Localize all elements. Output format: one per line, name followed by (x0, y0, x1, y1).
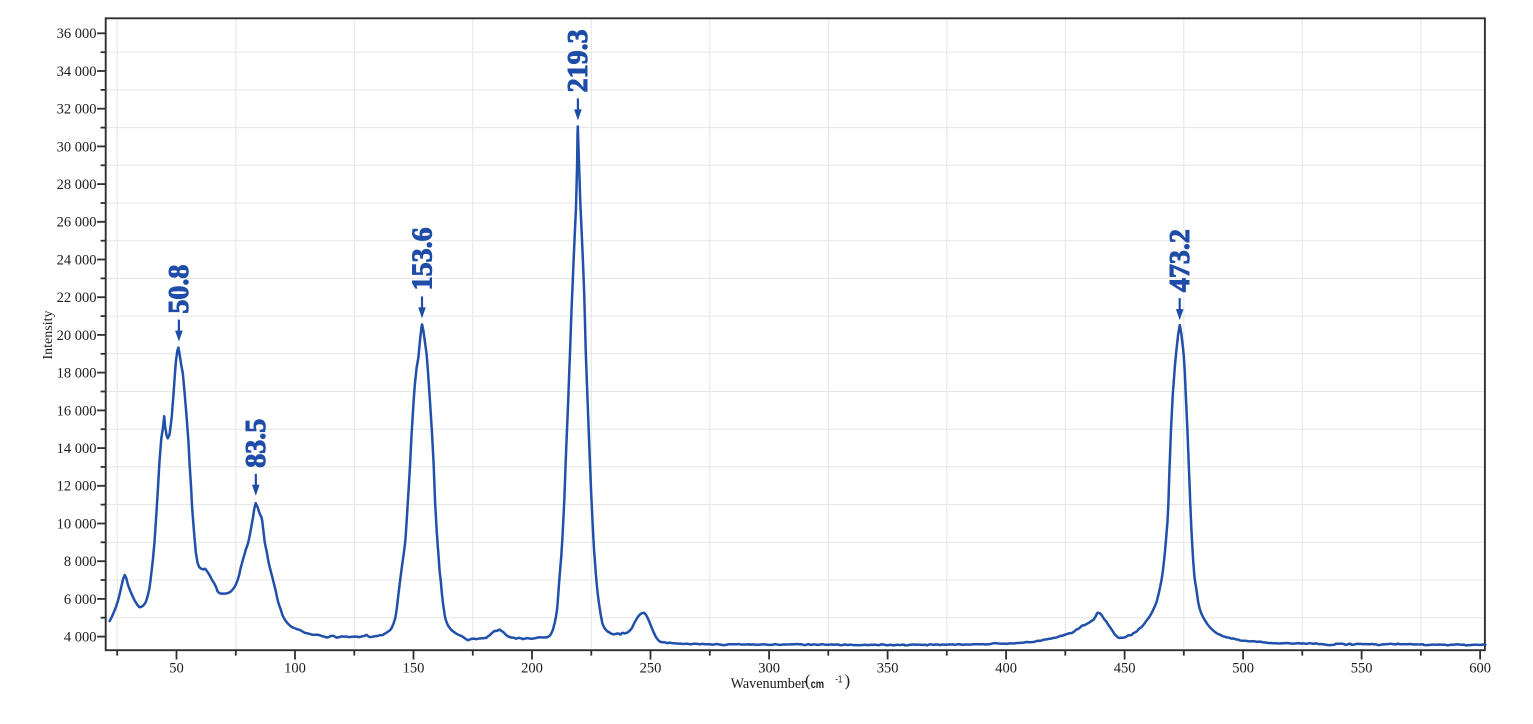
svg-text:36 000: 36 000 (57, 26, 97, 42)
svg-text:8 000: 8 000 (64, 554, 97, 570)
svg-text:32 000: 32 000 (57, 102, 97, 118)
svg-text:100: 100 (284, 660, 306, 676)
svg-text:83.5: 83.5 (241, 419, 272, 468)
svg-text:(: ( (805, 671, 811, 690)
svg-text:34 000: 34 000 (57, 64, 97, 80)
svg-text:18 000: 18 000 (57, 366, 97, 382)
svg-text:24 000: 24 000 (57, 252, 97, 268)
svg-text:200: 200 (521, 660, 543, 676)
svg-text:12 000: 12 000 (57, 479, 97, 495)
svg-text:50.8: 50.8 (164, 265, 195, 314)
svg-text:-1: -1 (835, 674, 842, 686)
svg-text:50: 50 (169, 660, 184, 676)
svg-text:28 000: 28 000 (57, 177, 97, 193)
svg-text:500: 500 (1232, 660, 1254, 676)
svg-text:22 000: 22 000 (57, 290, 97, 306)
svg-text:350: 350 (877, 660, 899, 676)
svg-text:550: 550 (1351, 660, 1373, 676)
svg-text:Intensity: Intensity (41, 311, 56, 360)
svg-text:600: 600 (1469, 660, 1491, 676)
svg-text:450: 450 (1114, 660, 1136, 676)
svg-text:cm: cm (811, 677, 825, 691)
svg-text:10 000: 10 000 (57, 516, 97, 532)
svg-text:400: 400 (995, 660, 1017, 676)
svg-text:6 000: 6 000 (64, 592, 97, 608)
svg-text:473.2: 473.2 (1165, 229, 1196, 292)
svg-text:): ) (845, 671, 851, 690)
svg-text:Wavenumber: Wavenumber (731, 676, 807, 692)
svg-text:4 000: 4 000 (64, 630, 97, 646)
svg-text:300: 300 (758, 660, 780, 676)
svg-text:219.3: 219.3 (563, 29, 594, 92)
svg-text:16 000: 16 000 (57, 403, 97, 419)
svg-text:26 000: 26 000 (57, 215, 97, 231)
svg-text:20 000: 20 000 (57, 328, 97, 344)
svg-text:14 000: 14 000 (57, 441, 97, 457)
svg-text:153.6: 153.6 (407, 227, 438, 290)
svg-text:150: 150 (403, 660, 425, 676)
svg-text:250: 250 (640, 660, 662, 676)
svg-text:30 000: 30 000 (57, 139, 97, 155)
